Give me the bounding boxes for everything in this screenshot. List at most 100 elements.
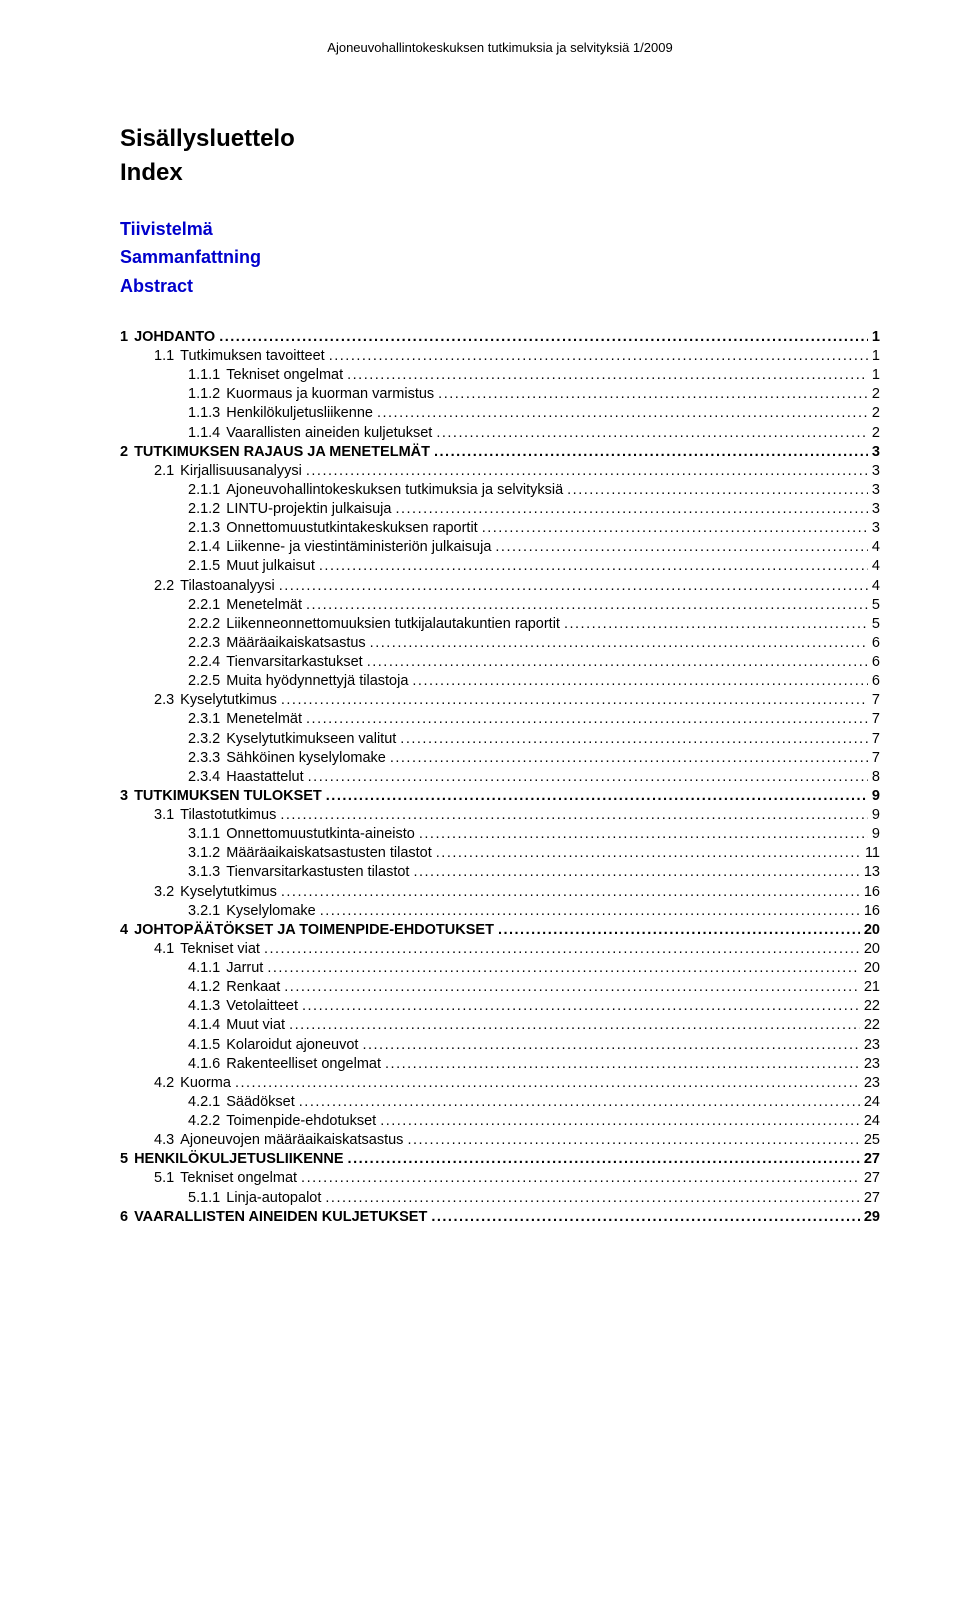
toc-entry[interactable]: 3.1.1Onnettomuustutkinta-aineisto9 [188,825,880,843]
toc-entry-number: 2.2.5 [188,672,220,690]
doc-title-2: Index [120,159,880,187]
toc-entry[interactable]: 3TUTKIMUKSEN TULOKSET9 [120,787,880,805]
toc-entry[interactable]: 1.1Tutkimuksen tavoitteet1 [154,347,880,365]
toc-entry-label: Tekniset ongelmat [220,366,347,384]
toc-entry-page: 25 [860,1131,880,1149]
toc-entry[interactable]: 3.1.2Määräaikaiskatsastusten tilastot11 [188,844,880,862]
toc-entry[interactable]: 3.1.3Tienvarsitarkastusten tilastot13 [188,863,880,881]
toc-entry[interactable]: 2.3.3Sähköinen kyselylomake7 [188,749,880,767]
front-link-tiivistelma[interactable]: Tiivistelmä [120,217,880,241]
toc-entry[interactable]: 3.2Kyselytutkimus16 [154,883,880,901]
toc-entry[interactable]: 2.1.4Liikenne- ja viestintäministeriön j… [188,538,880,556]
toc-entry[interactable]: 4.2.1Säädökset24 [188,1093,880,1111]
toc-entry-page: 20 [860,959,880,977]
toc-entry[interactable]: 4.1.3Vetolaitteet22 [188,997,880,1015]
toc-entry-label: Ajoneuvojen määräaikaiskatsastus [174,1131,407,1149]
toc-entry-label: LINTU-projektin julkaisuja [220,500,395,518]
toc-entry[interactable]: 4.2Kuorma23 [154,1074,880,1092]
toc-entry[interactable]: 5.1.1Linja-autopalot27 [188,1189,880,1207]
toc-dot-leader [325,1189,859,1207]
toc-entry-number: 2.1.3 [188,519,220,537]
toc-entry-number: 4.1.5 [188,1036,220,1054]
toc-dot-leader [235,1074,860,1092]
toc-entry-page: 4 [868,577,880,595]
toc-entry[interactable]: 2.2.1Menetelmät5 [188,596,880,614]
toc-dot-leader [306,710,868,728]
toc-entry[interactable]: 2.3.1Menetelmät7 [188,710,880,728]
toc-entry-number: 1.1.4 [188,424,220,442]
toc-entry-label: Renkaat [220,978,284,996]
toc-entry[interactable]: 2.2.5Muita hyödynnettyjä tilastoja6 [188,672,880,690]
toc-dot-leader [380,1112,860,1130]
toc-entry-number: 4.2 [154,1074,174,1092]
toc-entry-label: Tienvarsitarkastukset [220,653,366,671]
toc-entry[interactable]: 2.2.4Tienvarsitarkastukset6 [188,653,880,671]
toc-entry[interactable]: 2.1.5Muut julkaisut4 [188,557,880,575]
toc-entry-label: Jarrut [220,959,267,977]
toc-entry-label: Kyselytutkimukseen valitut [220,730,400,748]
toc-entry[interactable]: 4.3Ajoneuvojen määräaikaiskatsastus25 [154,1131,880,1149]
toc-entry-page: 16 [860,902,880,920]
toc-entry[interactable]: 4.1.4Muut viat22 [188,1016,880,1034]
toc-entry[interactable]: 1.1.2Kuormaus ja kuorman varmistus2 [188,385,880,403]
toc-entry[interactable]: 4.2.2Toimenpide-ehdotukset24 [188,1112,880,1130]
toc-entry[interactable]: 2.3Kyselytutkimus7 [154,691,880,709]
toc-dot-leader [400,730,868,748]
toc-entry-label: HENKILÖKULJETUSLIIKENNE [128,1150,347,1168]
toc-dot-leader [395,500,867,518]
toc-entry-page: 1 [868,328,880,346]
front-link-sammanfattning[interactable]: Sammanfattning [120,245,880,269]
toc-entry[interactable]: 2.2.2Liikenneonnettomuuksien tutkijalaut… [188,615,880,633]
toc-entry-label: Tutkimuksen tavoitteet [174,347,329,365]
toc-entry[interactable]: 2.1.3Onnettomuustutkintakeskuksen raport… [188,519,880,537]
toc-entry-label: Muita hyödynnettyjä tilastoja [220,672,412,690]
toc-entry[interactable]: 1.1.1Tekniset ongelmat1 [188,366,880,384]
toc-entry[interactable]: 2.1.1Ajoneuvohallintokeskuksen tutkimuks… [188,481,880,499]
toc-entry-label: Ajoneuvohallintokeskuksen tutkimuksia ja… [220,481,567,499]
toc-entry-number: 2.2.1 [188,596,220,614]
toc-entry[interactable]: 2.2Tilastoanalyysi4 [154,577,880,595]
toc-entry-page: 7 [868,710,880,728]
toc-entry[interactable]: 2.1.2LINTU-projektin julkaisuja3 [188,500,880,518]
toc-entry[interactable]: 4.1.2Renkaat21 [188,978,880,996]
front-link-abstract[interactable]: Abstract [120,274,880,298]
toc-entry-number: 3.1.3 [188,863,220,881]
toc-dot-leader [377,404,868,422]
toc-entry-label: Kirjallisuusanalyysi [174,462,306,480]
toc-dot-leader [412,672,868,690]
toc-entry[interactable]: 4JOHTOPÄÄTÖKSET JA TOIMENPIDE-EHDOTUKSET… [120,921,880,939]
toc-dot-leader [306,462,868,480]
toc-entry[interactable]: 2.3.4Haastattelut8 [188,768,880,786]
toc-entry[interactable]: 1JOHDANTO1 [120,328,880,346]
toc-entry[interactable]: 2.2.3Määräaikaiskatsastus6 [188,634,880,652]
toc-entry[interactable]: 3.2.1Kyselylomake16 [188,902,880,920]
toc-entry[interactable]: 1.1.4Vaarallisten aineiden kuljetukset2 [188,424,880,442]
toc-entry[interactable]: 2.1Kirjallisuusanalyysi3 [154,462,880,480]
toc-entry[interactable]: 3.1Tilastotutkimus9 [154,806,880,824]
toc-entry-number: 6 [120,1208,128,1226]
toc-entry[interactable]: 4.1.1Jarrut20 [188,959,880,977]
toc-entry[interactable]: 4.1.5Kolaroidut ajoneuvot23 [188,1036,880,1054]
toc-entry[interactable]: 1.1.3Henkilökuljetusliikenne2 [188,404,880,422]
toc-dot-leader [436,424,868,442]
toc-entry[interactable]: 4.1Tekniset viat20 [154,940,880,958]
toc-entry-label: Määräaikaiskatsastus [220,634,369,652]
toc-entry-number: 3.2.1 [188,902,220,920]
toc-dot-leader [320,902,860,920]
toc-dot-leader [367,653,868,671]
toc-entry-label: Rakenteelliset ongelmat [220,1055,385,1073]
toc-entry-number: 3.1 [154,806,174,824]
toc-entry-number: 2.3.3 [188,749,220,767]
toc-entry[interactable]: 5HENKILÖKULJETUSLIIKENNE27 [120,1150,880,1168]
toc-entry[interactable]: 2TUTKIMUKSEN RAJAUS JA MENETELMÄT3 [120,443,880,461]
toc-entry-number: 2.2 [154,577,174,595]
toc-entry[interactable]: 5.1Tekniset ongelmat27 [154,1169,880,1187]
toc-entry[interactable]: 4.1.6Rakenteelliset ongelmat23 [188,1055,880,1073]
toc-dot-leader [419,825,868,843]
toc-entry-label: TUTKIMUKSEN TULOKSET [128,787,326,805]
table-of-contents: 1JOHDANTO11.1Tutkimuksen tavoitteet11.1.… [120,328,880,1226]
toc-entry[interactable]: 6VAARALLISTEN AINEIDEN KULJETUKSET29 [120,1208,880,1226]
toc-entry-label: Kuorma [174,1074,235,1092]
toc-entry[interactable]: 2.3.2Kyselytutkimukseen valitut7 [188,730,880,748]
toc-dot-leader [319,557,868,575]
